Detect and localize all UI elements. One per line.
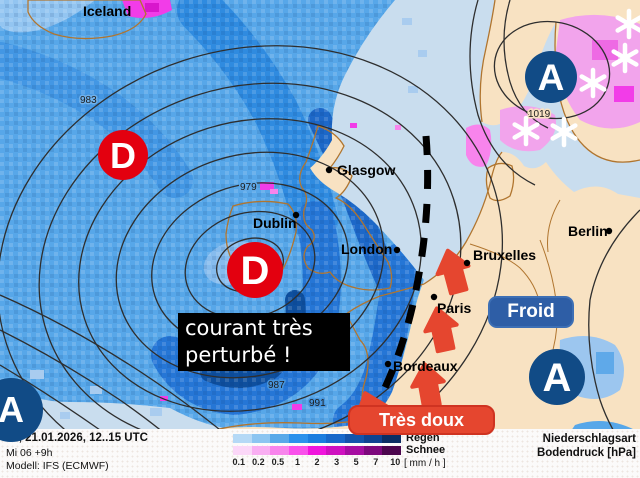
legend-tick-labels: 0.1 0.2 0.5 1 2 3 5 7 10 — [229, 457, 405, 467]
high-pressure-symbol: A — [529, 349, 585, 405]
legend-tick: 3 — [334, 457, 340, 467]
legend-color-cell — [270, 434, 290, 443]
model-name: Modell: IFS (ECMWF) — [6, 460, 109, 472]
legend-tick: 1 — [294, 457, 300, 467]
legend-color-cell — [289, 446, 308, 455]
legend-color-cell — [270, 446, 290, 455]
cold-label-box: Froid — [488, 296, 574, 328]
light-rain-speckles — [30, 18, 427, 419]
legend-title-line1: Niederschlagsart — [542, 433, 636, 445]
legend-title-line2: Bodendruck [hPa] — [536, 447, 636, 459]
rain-patch — [596, 352, 614, 374]
isobar-label: 983 — [80, 95, 97, 106]
storm-annotation-line1: courant très — [185, 316, 313, 340]
legend-color-cell — [251, 434, 271, 443]
legend-tick: 5 — [353, 457, 359, 467]
legend-snow-colorbar — [233, 446, 402, 455]
run-datetime: Mi, 21.01.2026, 12..15 UTC — [6, 432, 148, 444]
isobar-label: 1019 — [528, 109, 551, 120]
legend-tick: 2 — [314, 457, 320, 467]
low-pressure-symbol: D — [227, 242, 283, 298]
legend-unit: [ mm / h ] — [404, 458, 446, 469]
legend-color-cell — [382, 434, 402, 443]
legend-color-cell — [251, 446, 271, 455]
isobar-label: 991 — [309, 398, 326, 409]
legend-color-cell — [326, 446, 346, 455]
legend-tick: 10 — [390, 457, 401, 467]
low-pressure-symbol: D — [98, 130, 148, 180]
legend-rain-colorbar — [233, 434, 402, 443]
legend-color-cell — [233, 434, 252, 443]
legend-snow-label: Schnee — [406, 444, 446, 456]
mild-label: Très doux — [378, 409, 465, 430]
map-labels: Iceland Glasgow Dublin London Bruxelles … — [83, 3, 613, 374]
legend-rain-label: Regen — [406, 432, 440, 444]
high-pressure-symbol: A — [525, 51, 577, 103]
city-label-dublin: Dublin — [253, 215, 297, 231]
mild-label-box: Très doux — [348, 405, 495, 435]
legend-color-cell — [382, 446, 402, 455]
isobar-label: 987 — [268, 380, 285, 391]
city-dot-berlin — [605, 227, 613, 235]
city-label-glasgow: Glasgow — [337, 162, 395, 178]
svg-text:D: D — [241, 249, 270, 293]
city-dot-dublin — [292, 211, 300, 219]
cold-label: Froid — [507, 301, 555, 322]
storm-annotation-box: courant très perturbé ! — [178, 313, 350, 371]
city-label-bordeaux: Bordeaux — [393, 358, 458, 374]
legend-color-cell — [363, 434, 383, 443]
legend-color-cell — [345, 446, 364, 455]
legend-title: Niederschlagsart Bodendruck [hPa] — [537, 432, 636, 460]
city-dot-bruxelles — [463, 259, 471, 267]
legend-color-cell — [307, 434, 327, 443]
high-pressure-letter: A — [0, 389, 24, 430]
forecast-step: Mi 06 +9h — [6, 447, 53, 459]
city-label-paris: Paris — [437, 300, 471, 316]
city-dot-bordeaux — [384, 360, 392, 368]
city-label-berlin: Berlin — [568, 223, 608, 239]
isobar-value-labels: 983 979 987 991 1019 — [79, 94, 553, 411]
legend-color-cell — [345, 434, 364, 443]
info-bar: Mi, 21.01.2026, 12..15 UTC Mi 06 +9h Mod… — [0, 429, 640, 478]
city-label-london: London — [341, 241, 392, 257]
legend-tick: 0.5 — [271, 457, 285, 467]
legend-tick: 0.1 — [232, 457, 246, 467]
city-dot-glasgow — [325, 166, 333, 174]
isobar-label: 979 — [240, 182, 257, 193]
legend-color-cell — [233, 446, 252, 455]
legend-color-cell — [326, 434, 346, 443]
svg-text:A: A — [543, 356, 572, 400]
city-label-bruxelles: Bruxelles — [473, 247, 536, 263]
storm-annotation-line2: perturbé ! — [185, 343, 292, 367]
legend-color-cell — [289, 434, 308, 443]
city-dot-paris — [430, 293, 438, 301]
svg-text:D: D — [110, 135, 136, 176]
legend-color-cell — [363, 446, 383, 455]
legend-tick: 7 — [373, 457, 379, 467]
pressure-centers: D D A A — [98, 51, 585, 405]
legend-tick: 0.2 — [252, 457, 265, 467]
region-label-iceland: Iceland — [83, 3, 131, 19]
legend-color-cell — [307, 446, 327, 455]
city-dot-london — [393, 246, 401, 254]
land-continental-europe — [205, 152, 640, 478]
svg-text:A: A — [538, 57, 565, 98]
